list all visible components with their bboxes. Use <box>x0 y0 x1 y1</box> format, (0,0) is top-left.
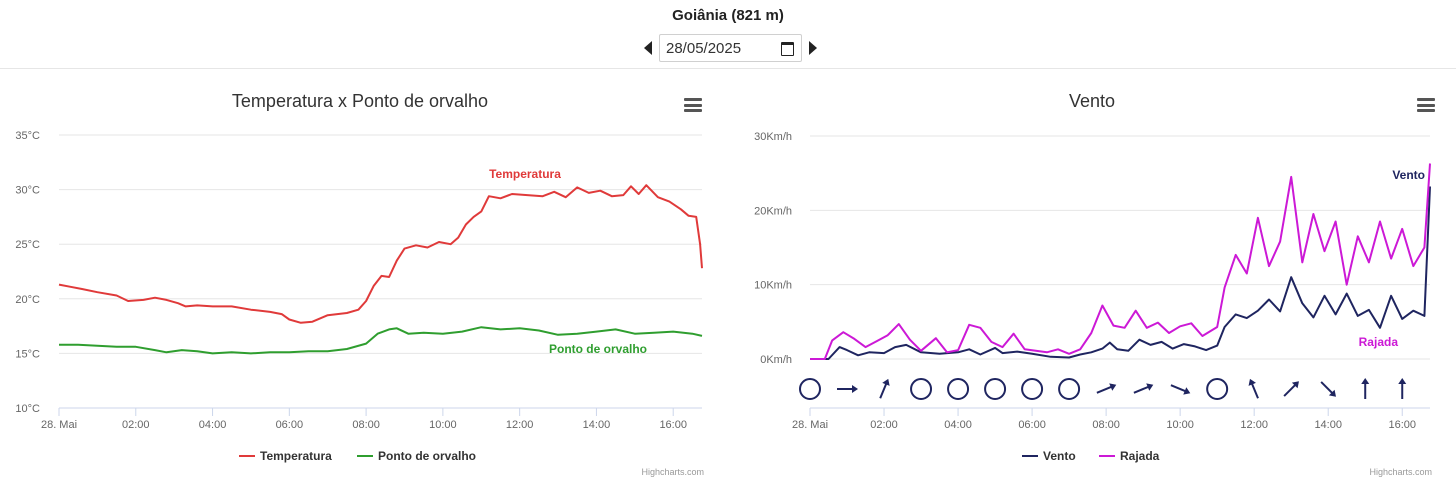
wind-direction-arrow-icon <box>1170 384 1191 395</box>
calm-wind-circle-icon <box>799 378 821 400</box>
wind-chart-svg: Vento 0Km/h 10Km/h 20Km/h 30Km/h 28. Mai 02:00… <box>754 91 1431 463</box>
legend-item-label: Vento <box>1043 449 1076 463</box>
series-line-vento <box>810 186 1431 360</box>
next-day-arrow-icon[interactable] <box>809 41 817 55</box>
date-value: 28/05/2025 <box>666 39 742 57</box>
date-navigator: 28/05/2025 <box>644 34 817 62</box>
legend-item-label: Rajada <box>1120 449 1160 463</box>
series-label: Temperatura <box>489 167 561 181</box>
x-tick-label: 12:00 <box>506 419 534 431</box>
wind-direction-arrow-icon <box>879 378 890 399</box>
x-tick-label: 16:00 <box>1388 419 1416 431</box>
temperature-chart: Temperatura x Ponto de orvalho 10°C 15°C 20… <box>0 69 728 477</box>
y-tick-label: 30°C <box>15 185 40 197</box>
y-tick-label: 35°C <box>15 130 40 142</box>
x-tick-label: 16:00 <box>659 419 687 431</box>
y-tick-label: 0Km/h <box>760 354 792 366</box>
y-tick-label: 15°C <box>15 348 40 360</box>
wind-direction-arrow-icon <box>1283 381 1299 397</box>
header: Goiânia (821 m) 28/05/2025 <box>0 0 1456 69</box>
x-tick-label: 10:00 <box>1166 419 1194 431</box>
temperature-chart-svg: Temperatura x Ponto de orvalho 10°C 15°C 20… <box>15 91 703 463</box>
series-line-ponto-de-orvalho <box>59 326 703 355</box>
arrow-shaft <box>1096 385 1114 394</box>
x-tick-label: 12:00 <box>1240 419 1268 431</box>
y-tick-label: 10Km/h <box>754 280 792 292</box>
legend-item-label: Ponto de orvalho <box>378 449 476 463</box>
credits-label: Highcharts.com <box>641 467 704 477</box>
wind-direction-arrow-icon <box>837 385 859 393</box>
calm-wind-circle-icon <box>1058 378 1081 400</box>
arrow-head <box>1398 378 1407 384</box>
series-label: Rajada <box>1359 335 1399 349</box>
series-line-temperatura <box>58 184 703 324</box>
wind-direction-arrow-icon <box>1398 378 1407 399</box>
arrow-shaft <box>1320 381 1335 396</box>
calm-wind-circle-icon <box>910 378 933 400</box>
wind-direction-arrow-icon <box>1361 378 1370 399</box>
x-tick-label: 14:00 <box>1314 419 1342 431</box>
x-tick-label: 02:00 <box>870 419 898 431</box>
x-tick-label: 08:00 <box>1092 419 1120 431</box>
calm-wind-circle-icon <box>1021 378 1044 400</box>
x-tick-label: 06:00 <box>1018 419 1046 431</box>
arrow-head <box>1291 381 1299 389</box>
arrow-head <box>852 385 859 393</box>
series-label: Vento <box>1392 168 1425 182</box>
arrow-head <box>882 378 890 386</box>
arrow-head <box>1248 378 1256 386</box>
wind-direction-arrow-icon <box>1320 381 1336 397</box>
wind-direction-arrow-icon <box>1096 383 1117 394</box>
y-tick-label: 20Km/h <box>754 205 792 217</box>
temperature-chart-menu-icon[interactable] <box>684 98 702 112</box>
x-tick-label: 10:00 <box>429 419 457 431</box>
x-tick-label: 04:00 <box>944 419 972 431</box>
y-tick-label: 25°C <box>15 239 40 251</box>
wind-direction-arrow-icon <box>1248 378 1259 399</box>
calm-wind-circle-icon <box>947 378 970 400</box>
wind-direction-arrow-icon <box>1133 383 1154 394</box>
chart-title: Vento <box>1069 91 1115 111</box>
calm-wind-circle-icon <box>1206 378 1229 400</box>
x-tick-label: 04:00 <box>199 419 227 431</box>
arrow-head <box>1146 383 1154 391</box>
y-tick-label: 30Km/h <box>754 131 792 143</box>
x-tick-label: 14:00 <box>583 419 611 431</box>
x-tick-label: 28. Mai <box>792 419 828 431</box>
series-line-rajada <box>810 163 1431 360</box>
arrow-head <box>1361 378 1370 384</box>
arrow-head <box>1183 387 1191 395</box>
arrow-head <box>1109 383 1117 391</box>
y-tick-label: 10°C <box>15 403 40 415</box>
wind-chart: Vento 0Km/h 10Km/h 20Km/h 30Km/h 28. Mai 02:00… <box>728 69 1456 477</box>
calm-wind-circle-icon <box>984 378 1007 400</box>
y-tick-label: 20°C <box>15 294 40 306</box>
station-title: Goiânia (821 m) <box>672 7 784 24</box>
series-label: Ponto de orvalho <box>549 342 647 356</box>
credits-label: Highcharts.com <box>1369 467 1432 477</box>
x-tick-label: 06:00 <box>276 419 304 431</box>
arrow-head <box>1328 389 1336 397</box>
arrow-shaft <box>879 381 889 399</box>
chart-title: Temperatura x Ponto de orvalho <box>232 91 488 111</box>
legend-item-label: Temperatura <box>260 449 332 463</box>
previous-day-arrow-icon[interactable] <box>644 41 652 55</box>
calendar-icon[interactable] <box>781 42 794 56</box>
x-tick-label: 02:00 <box>122 419 150 431</box>
wind-chart-menu-icon[interactable] <box>1417 98 1435 112</box>
x-tick-label: 28. Mai <box>41 419 77 431</box>
x-tick-label: 08:00 <box>352 419 380 431</box>
date-input[interactable]: 28/05/2025 <box>659 34 802 62</box>
